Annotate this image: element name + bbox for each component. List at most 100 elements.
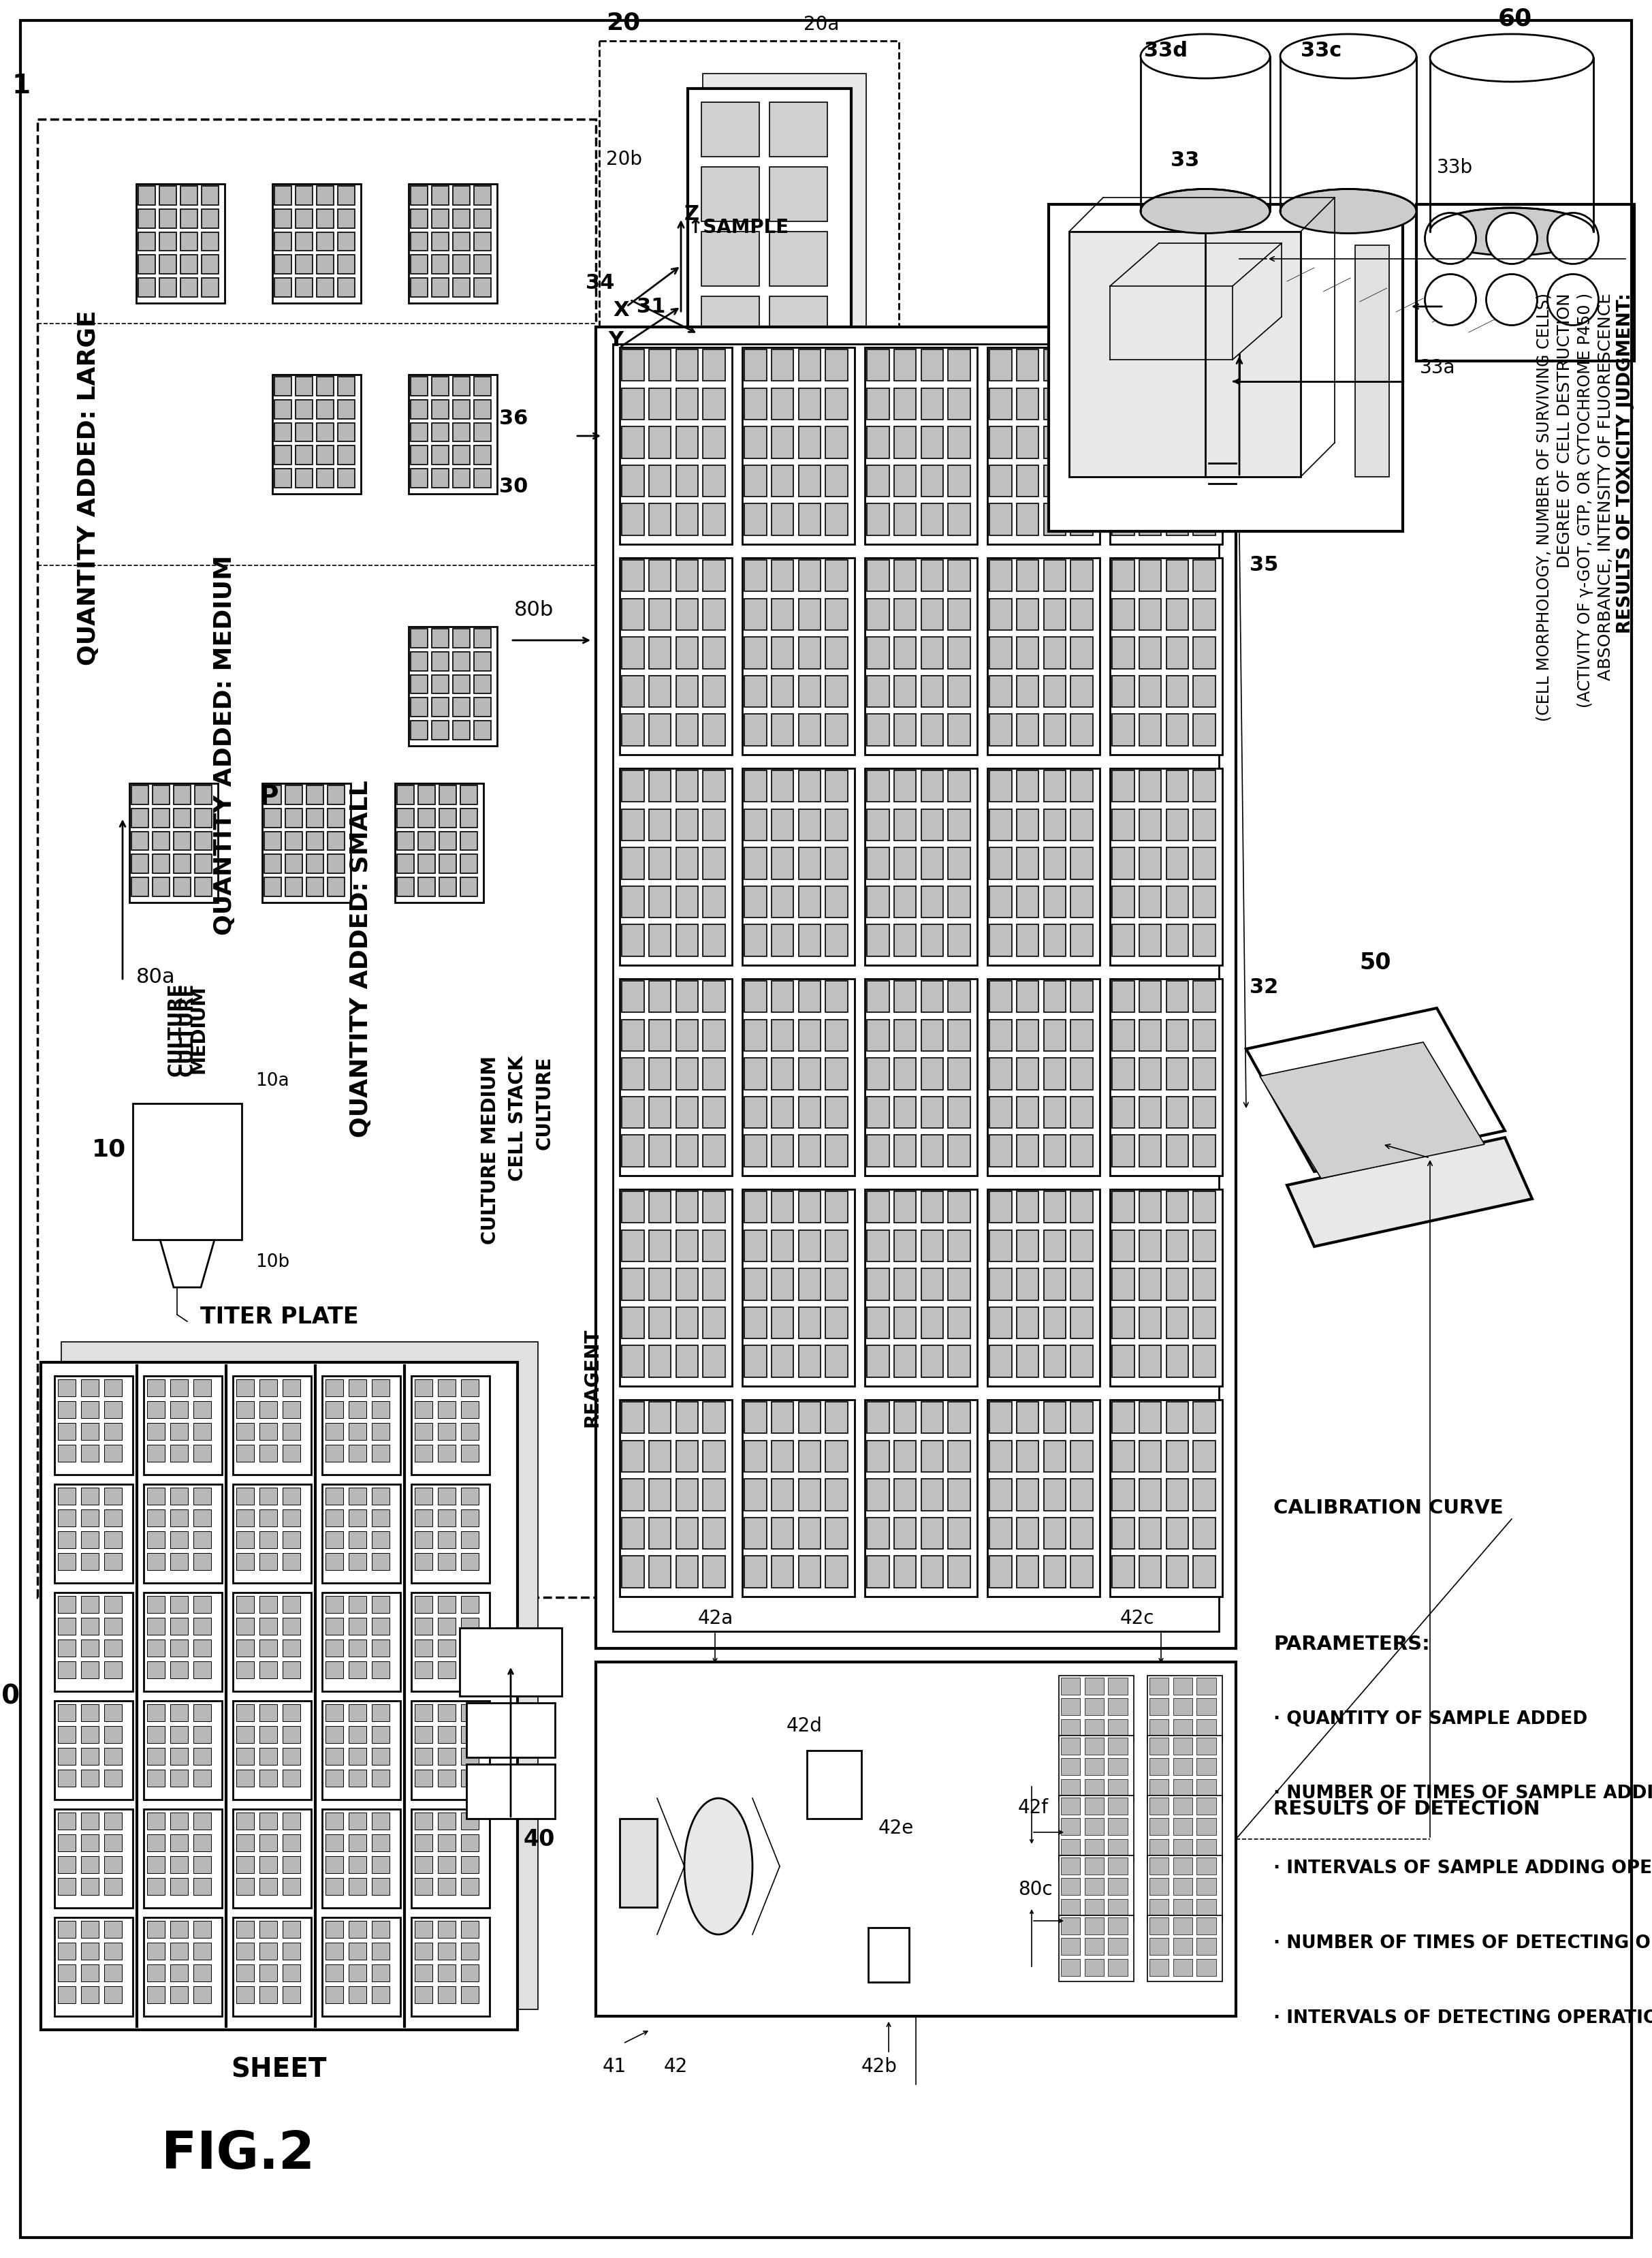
Bar (922, 1479, 943, 1511)
Bar (129, 784, 218, 903)
Bar (282, 1813, 301, 1829)
Bar (144, 1375, 221, 1474)
Bar (259, 1942, 278, 1960)
Bar (81, 1617, 99, 1635)
Bar (745, 465, 767, 497)
Bar (894, 637, 917, 668)
Bar (864, 1400, 978, 1596)
Bar (81, 1508, 99, 1526)
Bar (236, 1531, 254, 1549)
Bar (702, 1441, 725, 1472)
Bar (325, 1445, 344, 1461)
Bar (621, 1479, 644, 1511)
Bar (438, 1748, 456, 1766)
Bar (259, 1725, 278, 1743)
Bar (745, 1556, 767, 1587)
Bar (236, 1725, 254, 1743)
Bar (286, 878, 302, 896)
Bar (1016, 1097, 1039, 1129)
Bar (1112, 388, 1135, 420)
Bar (676, 1441, 699, 1472)
Bar (826, 1556, 847, 1587)
Bar (702, 1479, 725, 1511)
Text: FIG.2: FIG.2 (162, 2129, 316, 2179)
Bar (867, 598, 889, 630)
Bar (1140, 1192, 1161, 1224)
Bar (159, 233, 177, 251)
Bar (702, 714, 725, 745)
Bar (453, 233, 471, 251)
Text: Z: Z (684, 203, 699, 224)
Bar (325, 1725, 344, 1743)
Bar (349, 1402, 367, 1418)
Bar (236, 1879, 254, 1894)
Bar (798, 1517, 821, 1549)
Bar (770, 102, 828, 156)
Bar (173, 808, 192, 826)
Bar (233, 1700, 311, 1800)
Bar (55, 1484, 132, 1583)
Bar (263, 784, 350, 903)
Bar (1061, 1739, 1080, 1754)
Bar (461, 1445, 479, 1461)
Bar (1166, 1018, 1188, 1050)
Bar (132, 854, 149, 874)
Bar (411, 210, 428, 228)
Bar (1110, 978, 1222, 1176)
Bar (990, 980, 1011, 1012)
Bar (1061, 1818, 1080, 1836)
Bar (826, 675, 847, 707)
Bar (1110, 558, 1222, 754)
Bar (1044, 1192, 1066, 1224)
Bar (1148, 1795, 1222, 1861)
Bar (948, 637, 970, 668)
Bar (1108, 1718, 1128, 1736)
Bar (1044, 560, 1066, 592)
Bar (236, 1402, 254, 1418)
Text: 35: 35 (1249, 555, 1279, 576)
Bar (745, 714, 767, 745)
Text: CULTURE: CULTURE (535, 1057, 555, 1149)
Bar (864, 768, 978, 964)
Bar (798, 847, 821, 878)
Bar (195, 854, 211, 874)
Bar (1173, 1678, 1193, 1694)
Bar (170, 1508, 188, 1526)
Bar (81, 1748, 99, 1766)
Bar (104, 1964, 122, 1983)
Bar (702, 847, 725, 878)
Bar (649, 847, 671, 878)
Bar (620, 348, 732, 544)
Bar (337, 422, 355, 443)
Bar (453, 377, 471, 395)
Bar (259, 1879, 278, 1894)
Bar (327, 831, 345, 851)
Bar (104, 1987, 122, 2003)
Bar (922, 350, 943, 382)
Bar (474, 255, 491, 273)
Bar (922, 560, 943, 592)
Bar (771, 1441, 793, 1472)
Bar (282, 1942, 301, 1960)
Bar (418, 854, 436, 874)
Bar (826, 465, 847, 497)
Bar (1173, 1718, 1193, 1736)
Bar (325, 1833, 344, 1852)
Bar (798, 388, 821, 420)
Polygon shape (1246, 1007, 1505, 1172)
Bar (58, 1987, 76, 2003)
Bar (826, 1479, 847, 1511)
Bar (649, 714, 671, 745)
Bar (1016, 1231, 1039, 1262)
Bar (1110, 1190, 1222, 1386)
Bar (1108, 1858, 1128, 1874)
Bar (372, 1748, 390, 1766)
Bar (702, 167, 760, 221)
Bar (1140, 598, 1161, 630)
Bar (1061, 1797, 1080, 1815)
Bar (461, 1856, 479, 1874)
Bar (193, 1770, 211, 1786)
Polygon shape (1287, 1138, 1531, 1246)
Bar (1016, 350, 1039, 382)
Bar (621, 808, 644, 840)
